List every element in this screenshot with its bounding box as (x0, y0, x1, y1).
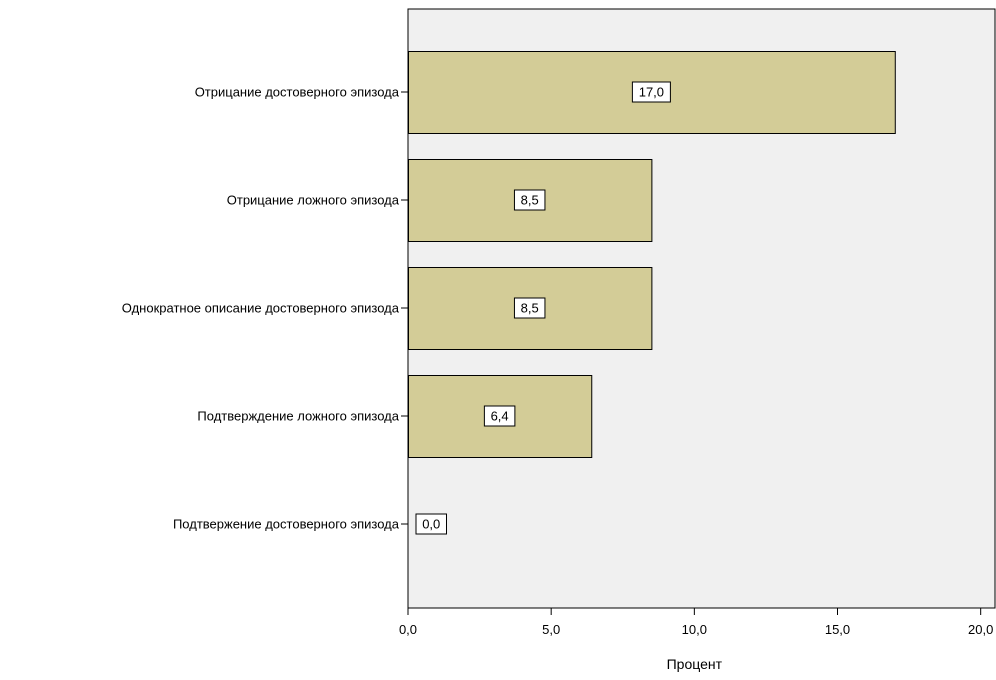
data-label-text: 17,0 (639, 85, 664, 100)
data-label: 6,4 (483, 405, 516, 427)
data-label-text: 8,5 (521, 301, 539, 316)
data-label-text: 0,0 (422, 517, 440, 532)
data-label-box (631, 81, 671, 103)
data-label-box (483, 405, 516, 427)
data-label: 8,5 (513, 297, 546, 319)
data-label: 8,5 (513, 189, 546, 211)
x-tick-label: 15,0 (825, 622, 850, 637)
data-label-box (513, 189, 546, 211)
y-tick-label: Подтверждение ложного эпизода (197, 409, 399, 424)
data-label-text: 6,4 (491, 409, 509, 424)
y-tick-label: Однократное описание достоверного эпизод… (122, 301, 400, 316)
data-label-box (513, 297, 546, 319)
x-tick-label: 5,0 (542, 622, 560, 637)
data-label-box (415, 513, 447, 535)
y-tick-label: Отрицание достоверного эпизода (195, 85, 400, 100)
y-tick-label: Подтвержение достоверного эпизода (173, 517, 400, 532)
x-axis-title: Процент (667, 656, 723, 672)
data-label: 17,0 (631, 81, 671, 103)
data-label: 0,0 (415, 513, 447, 535)
x-tick-label: 20,0 (968, 622, 993, 637)
data-label-text: 8,5 (521, 193, 539, 208)
y-tick-label: Отрицание ложного эпизода (227, 193, 400, 208)
x-tick-label: 0,0 (399, 622, 417, 637)
x-tick-label: 10,0 (682, 622, 707, 637)
